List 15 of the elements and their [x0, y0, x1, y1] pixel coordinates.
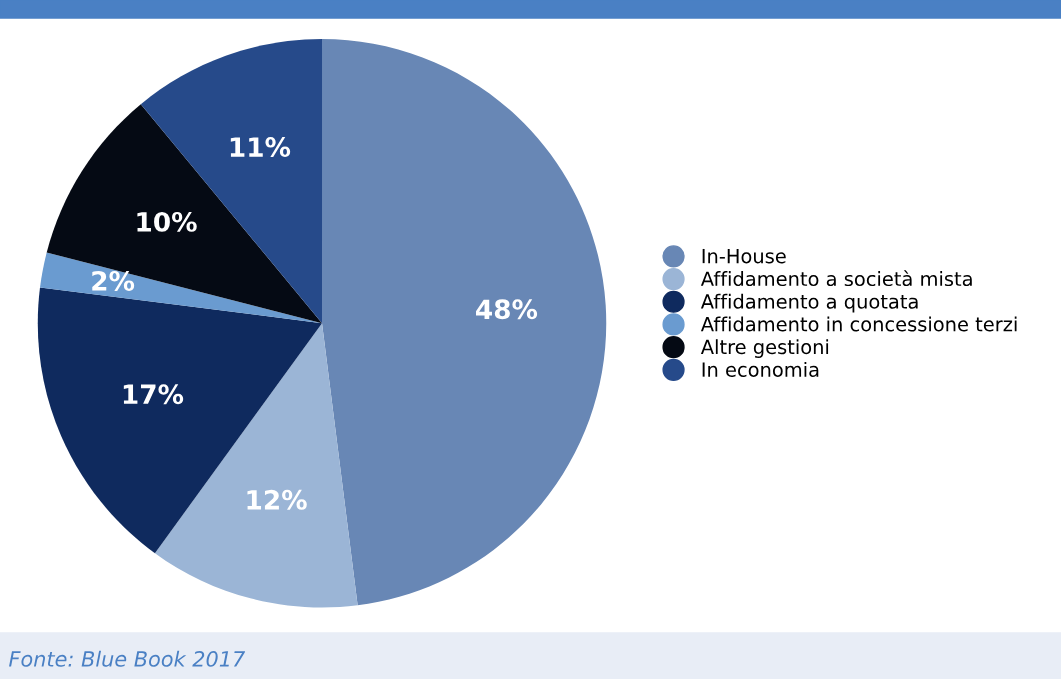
- pie-slice: [322, 38, 607, 606]
- data-label: 10%: [137, 211, 197, 232]
- source-note: Fonte: Blue Book 2017: [9, 650, 246, 667]
- legend-label: Affidamento a società mista: [700, 270, 972, 287]
- data-label: 12%: [247, 489, 307, 510]
- pie-slice: [46, 104, 323, 324]
- legend-label: In economia: [702, 361, 819, 377]
- legend-label: Altre gestioni: [700, 339, 829, 359]
- legend-label: Affidamento in concessione terzi: [700, 316, 1017, 332]
- legend-label: Affidamento a quotata: [700, 293, 918, 313]
- data-label: 48%: [476, 299, 538, 320]
- legend-label: In-House: [702, 248, 786, 264]
- data-label: 11%: [230, 137, 291, 158]
- data-label: 2%: [92, 270, 135, 291]
- data-label: 17%: [123, 384, 184, 405]
